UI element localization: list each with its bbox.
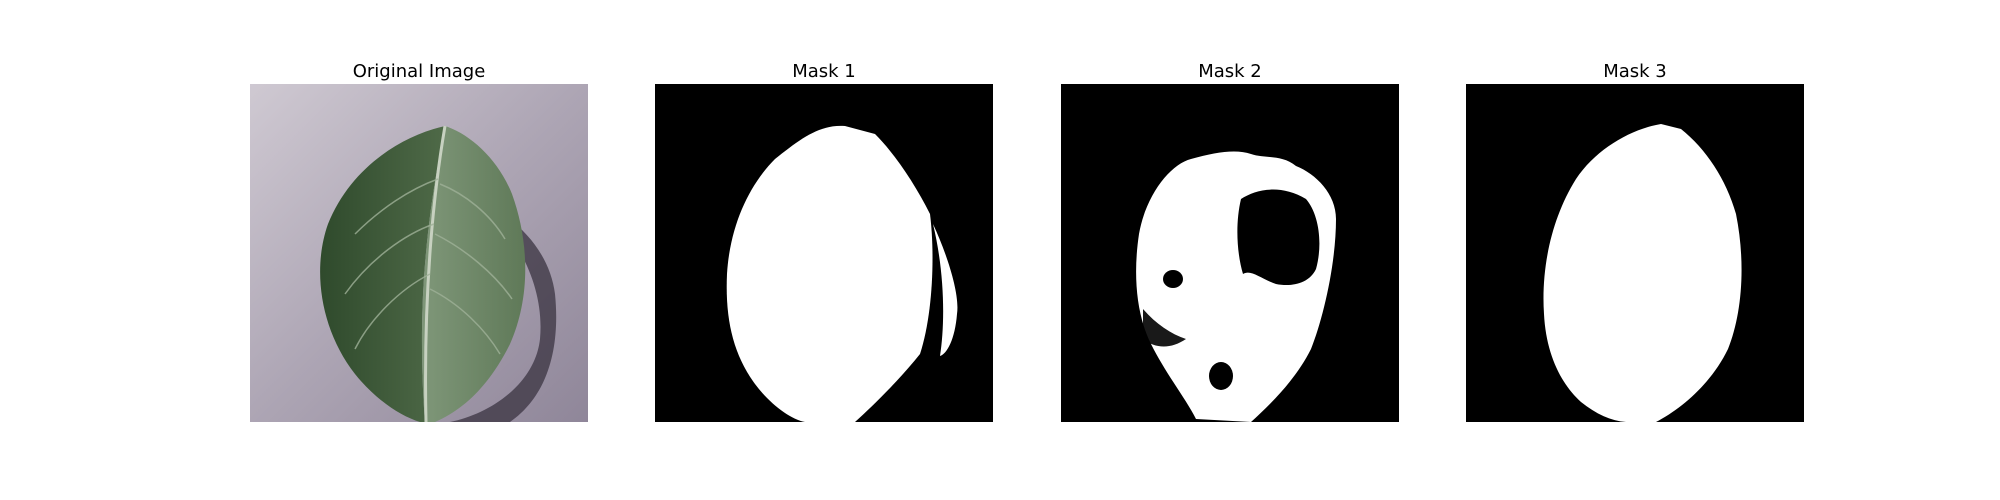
panel-mask-2: Mask 2 [1061, 60, 1399, 422]
mask-2-image [1061, 84, 1399, 422]
original-leaf-image [250, 84, 588, 422]
panel-title: Mask 3 [1603, 61, 1667, 82]
panel-title: Mask 2 [1198, 61, 1262, 82]
panel-mask-3: Mask 3 [1466, 60, 1804, 422]
mask-3-image [1466, 84, 1804, 422]
panel-mask-1: Mask 1 [655, 60, 993, 422]
panel-title: Mask 1 [792, 61, 856, 82]
panel-title: Original Image [352, 61, 486, 82]
panel-original-image: Original Image [250, 60, 588, 422]
mask-1-image [655, 84, 993, 422]
